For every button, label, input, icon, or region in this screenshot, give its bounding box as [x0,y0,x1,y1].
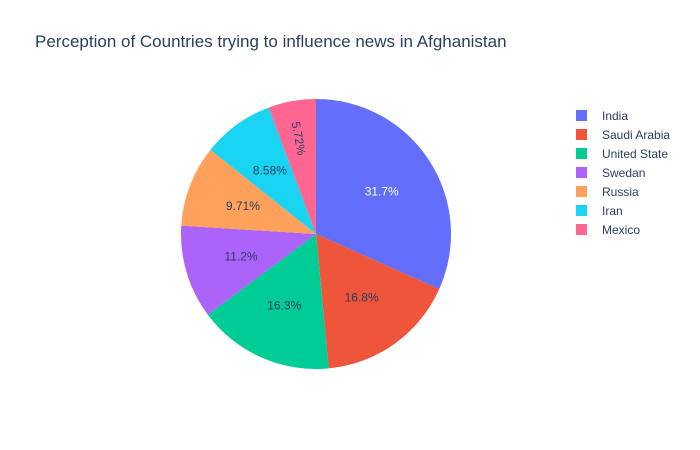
legend-item-united-state[interactable]: United State [576,144,696,163]
legend-label: Mexico [602,222,641,237]
slice-label-india: 31.7% [365,184,399,198]
legend-item-iran[interactable]: Iran [576,201,696,220]
legend-item-swedan[interactable]: Swedan [576,163,696,182]
pie-slice-mexico[interactable] [268,99,316,234]
pie-slices [181,99,452,369]
legend-label: United State [602,146,669,161]
slice-label-swedan: 11.2% [224,249,257,263]
legend: India Saudi Arabia United State Swedan Russi… [576,106,696,239]
pie-slice-russia[interactable] [181,149,316,234]
legend-label: Saudi Arabia [602,127,671,142]
pie-slice-india[interactable] [316,99,452,290]
chart-title: Perception of Countries trying to influe… [35,32,507,51]
legend-item-saudi-arabia[interactable]: Saudi Arabia [576,125,696,144]
legend-item-india[interactable]: India [576,106,696,125]
legend-swatch [576,186,587,197]
slice-label-russia: 9.71% [226,199,260,213]
slice-label-united-state: 16.3% [267,299,301,313]
legend-label: Swedan [602,165,646,180]
pie-slice-saudi-arabia[interactable] [316,234,440,369]
pie-slice-labels: 31.7% 16.8% 16.3% 11.2% 9.71% 8.58%5.72% [224,120,399,312]
legend-item-mexico[interactable]: Mexico [576,220,696,239]
legend-swatch [576,224,587,235]
pie-slice-united-state[interactable] [207,234,329,369]
slice-label-mexico: 5.72% [289,120,309,156]
legend-label: India [602,108,629,123]
pie-slice-swedan[interactable] [181,225,316,315]
legend-swatch [576,148,587,159]
legend-label: Russia [602,184,639,199]
legend-swatch [576,129,587,140]
slice-label-saudi-arabia: 16.8% [345,291,379,305]
legend-swatch [576,167,587,178]
legend-item-russia[interactable]: Russia [576,182,696,201]
pie-slice-iran[interactable] [210,107,316,234]
legend-label: Iran [602,203,623,218]
slice-label-iran: 8.58% [253,164,287,178]
legend-swatch [576,110,587,121]
legend-swatch [576,205,587,216]
